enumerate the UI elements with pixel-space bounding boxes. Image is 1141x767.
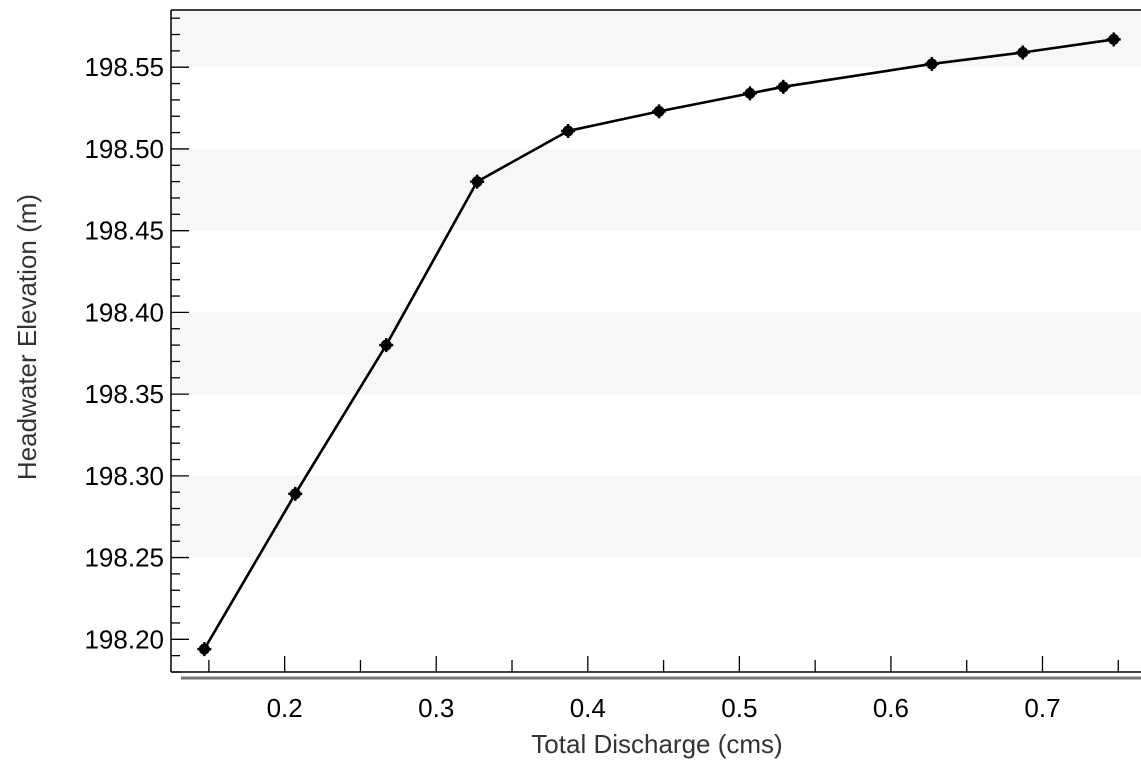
x-tick-label: 0.2 xyxy=(267,693,303,723)
background-band xyxy=(171,312,1141,395)
background-band xyxy=(171,10,1141,68)
x-axis: 0.2 0.3 0.4 0.5 0.6 0.7 xyxy=(208,656,1119,723)
x-tick-label: 0.5 xyxy=(721,693,757,723)
background-band xyxy=(171,148,1141,231)
x-tick-label: 0.3 xyxy=(418,693,454,723)
y-tick-label: 198.45 xyxy=(84,216,164,246)
x-axis-title: Total Discharge (cms) xyxy=(531,729,782,759)
x-tick-label: 0.6 xyxy=(873,693,909,723)
y-tick-label: 198.35 xyxy=(84,379,164,409)
y-tick-label: 198.50 xyxy=(84,134,164,164)
y-tick-label: 198.40 xyxy=(84,297,164,327)
background-band xyxy=(171,475,1141,558)
background-bands xyxy=(171,10,1141,558)
y-axis: 198.20 198.25 198.30 198.35 198.40 198.45 198.… xyxy=(84,17,189,673)
y-tick-label: 198.25 xyxy=(84,543,164,573)
y-tick-label: 198.20 xyxy=(84,624,164,654)
y-tick-label: 198.30 xyxy=(84,461,164,491)
x-tick-label: 0.4 xyxy=(570,693,606,723)
y-axis-title: Headwater Elevation (m) xyxy=(12,194,42,480)
plot-frame xyxy=(170,9,1141,680)
y-tick-label: 198.55 xyxy=(84,52,164,82)
x-tick-label: 0.7 xyxy=(1024,693,1060,723)
series-group xyxy=(197,32,1121,657)
